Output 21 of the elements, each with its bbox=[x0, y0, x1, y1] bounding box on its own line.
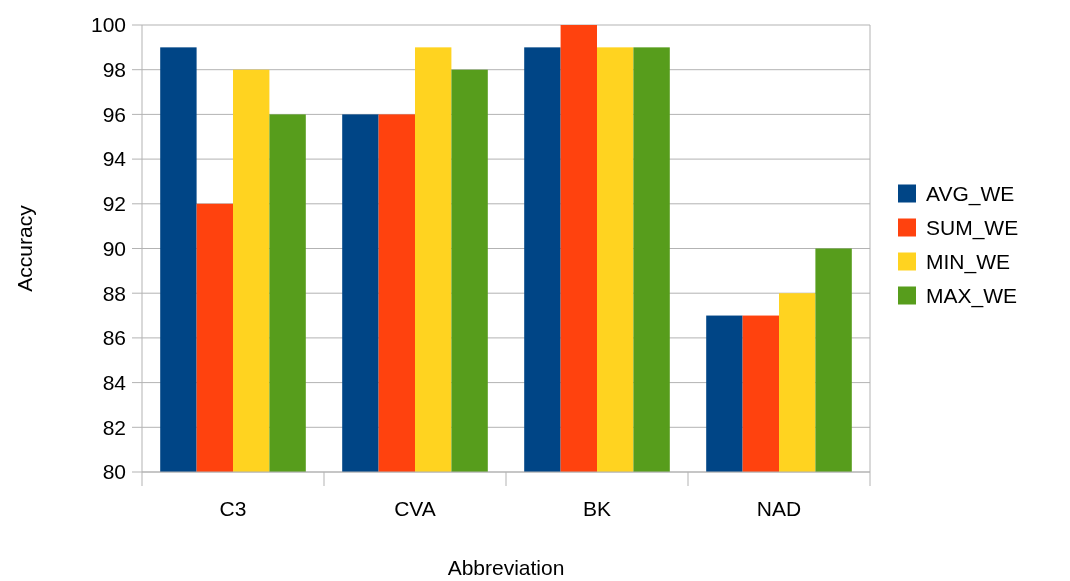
y-tick-label: 96 bbox=[102, 102, 126, 126]
y-tick-label: 88 bbox=[102, 281, 126, 305]
x-tick-label: BK bbox=[582, 497, 612, 520]
x-tick-label: NAD bbox=[756, 497, 802, 520]
y-tick-label: 92 bbox=[102, 192, 126, 216]
y-axis-title: Accuracy bbox=[13, 204, 36, 292]
y-tick-label: 90 bbox=[102, 236, 126, 260]
legend-label: SUM_WE bbox=[926, 215, 1019, 240]
x-axis-title: Abbreviation bbox=[447, 556, 565, 579]
x-tick-label: CVA bbox=[394, 497, 436, 520]
y-tick-label: 82 bbox=[102, 415, 126, 439]
y-tick-label: 86 bbox=[102, 326, 126, 350]
y-tick-label: 80 bbox=[102, 460, 126, 484]
legend-label: AVG_WE bbox=[926, 181, 1015, 206]
y-tick-label: 94 bbox=[102, 147, 127, 171]
legend-label: MAX_WE bbox=[926, 283, 1018, 308]
legend-label: MIN_WE bbox=[926, 249, 1010, 274]
y-tick-label: 84 bbox=[102, 370, 127, 394]
y-tick-label: 98 bbox=[102, 58, 126, 82]
y-tick-label: 100 bbox=[90, 13, 126, 37]
x-tick-label: C3 bbox=[219, 497, 247, 520]
